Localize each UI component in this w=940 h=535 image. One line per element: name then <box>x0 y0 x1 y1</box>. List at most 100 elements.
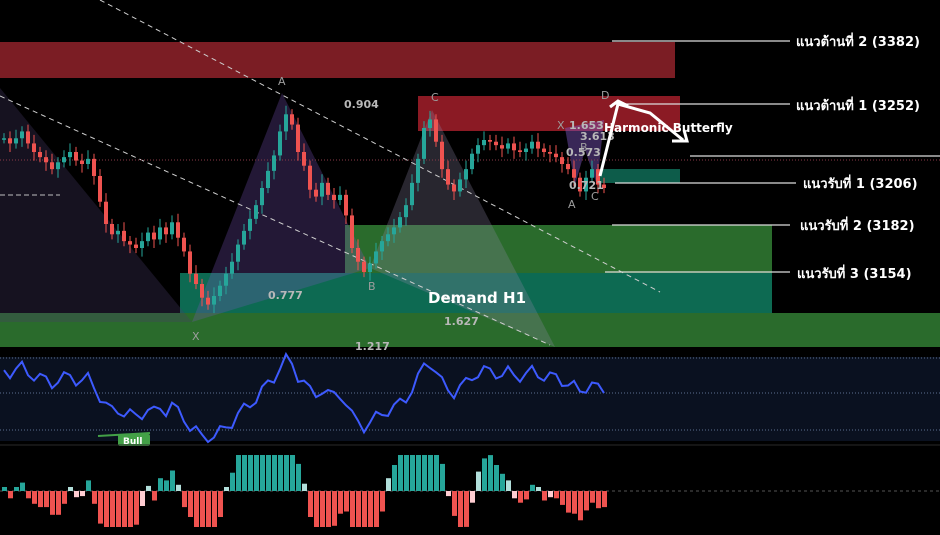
trend-line-lower <box>0 95 551 346</box>
candle-body <box>410 182 414 206</box>
point-d: D <box>601 89 609 102</box>
projection-arrow-head-down <box>672 129 689 143</box>
histogram-bar <box>194 491 199 527</box>
histogram-bar <box>356 491 361 527</box>
levels: แนวต้านที่ 2 (3382) แนวต้านที่ 1 (3252) … <box>605 32 940 282</box>
projection-arrow-head-up <box>609 99 629 109</box>
histogram-bar <box>404 455 409 491</box>
level-label-s2: แนวรับที่ 2 (3182) <box>800 216 915 234</box>
histogram-bar <box>290 455 295 491</box>
histogram-bar <box>158 478 163 491</box>
histogram-bar <box>32 491 37 504</box>
histogram-bar <box>344 491 349 512</box>
histogram-bar <box>518 491 523 503</box>
candle-body <box>380 241 384 252</box>
candle-body <box>464 169 468 180</box>
histogram-bar <box>548 491 553 498</box>
candle-body <box>122 230 126 242</box>
candle-body <box>392 227 396 235</box>
candle-body <box>434 119 438 142</box>
candle-body <box>374 251 378 264</box>
candle-body <box>242 230 246 245</box>
candle-body <box>536 141 540 149</box>
small-ratio-3: 0.573 <box>566 146 601 159</box>
small-ratio-1: 1.653 <box>569 119 604 132</box>
candle-body <box>428 119 432 128</box>
candle-body <box>416 158 420 183</box>
candle-body <box>362 261 366 272</box>
histogram-bar <box>182 491 187 508</box>
histogram-bar <box>260 455 265 491</box>
candle-body <box>206 297 210 305</box>
candle-body <box>506 143 510 149</box>
histogram <box>2 455 607 527</box>
histogram-bar <box>98 491 103 524</box>
histogram-bar <box>422 455 427 491</box>
candle-body <box>482 140 486 146</box>
histogram-bar <box>26 491 31 499</box>
candle-body <box>338 194 342 200</box>
candle-body <box>302 152 306 166</box>
candle-body <box>530 141 534 149</box>
candle-body <box>470 153 474 170</box>
demand-label: Demand H1 <box>428 289 526 307</box>
candle-body <box>518 150 522 152</box>
harmonic-small-pattern <box>565 120 604 185</box>
histogram-bar <box>476 471 481 491</box>
candle-body <box>308 165 312 190</box>
histogram-bar <box>110 491 115 527</box>
candle-body <box>440 141 444 170</box>
candle-body <box>248 218 252 231</box>
candle-body <box>80 160 84 164</box>
candle-body <box>554 153 558 158</box>
small-ratio-4: 0.721 <box>569 179 604 192</box>
histogram-bar <box>2 487 7 491</box>
level-label-r1: แนวต้านที่ 1 (3252) <box>796 96 920 114</box>
histogram-bar <box>38 491 43 508</box>
histogram-bar <box>212 491 217 527</box>
candle-body <box>356 248 360 262</box>
histogram-bar <box>524 491 529 500</box>
histogram-bar <box>428 455 433 491</box>
histogram-bar <box>188 491 193 517</box>
candle-body <box>74 152 78 161</box>
candle-body <box>44 157 48 163</box>
histogram-bar <box>266 455 271 491</box>
candle-body <box>512 143 516 151</box>
histogram-bar <box>380 491 385 512</box>
histogram-bar <box>572 491 577 514</box>
candle-body <box>146 232 150 242</box>
harmonic-xab-triangle <box>192 93 370 322</box>
small-point-b: B <box>580 141 588 154</box>
histogram-bar <box>116 491 121 527</box>
candle-body <box>542 148 546 152</box>
candle-body <box>290 114 294 125</box>
candle-body <box>326 182 330 195</box>
candle-body <box>398 217 402 228</box>
candle-body <box>62 157 66 163</box>
candle-body <box>596 169 600 185</box>
histogram-bar <box>578 491 583 521</box>
point-a: A <box>278 75 286 88</box>
candle-body <box>488 140 492 142</box>
candle-body <box>182 237 186 252</box>
histogram-bar <box>86 480 91 491</box>
candle-body <box>68 152 72 158</box>
histogram-bar <box>446 491 451 497</box>
histogram-bar <box>278 455 283 491</box>
candle-body <box>98 176 102 202</box>
candle-body <box>458 179 462 192</box>
rsi-pane <box>0 357 940 441</box>
candle-body <box>254 205 258 219</box>
level-label-s3: แนวรับที่ 3 (3154) <box>797 264 912 282</box>
histogram-bar <box>470 491 475 503</box>
histogram-bar <box>590 491 595 503</box>
small-ratio-2: 3.613 <box>580 130 615 143</box>
candle-body <box>578 177 582 192</box>
candle-body <box>500 145 504 149</box>
point-x: X <box>192 330 200 343</box>
histogram-bar <box>602 491 607 508</box>
rsi-line <box>3 351 605 444</box>
